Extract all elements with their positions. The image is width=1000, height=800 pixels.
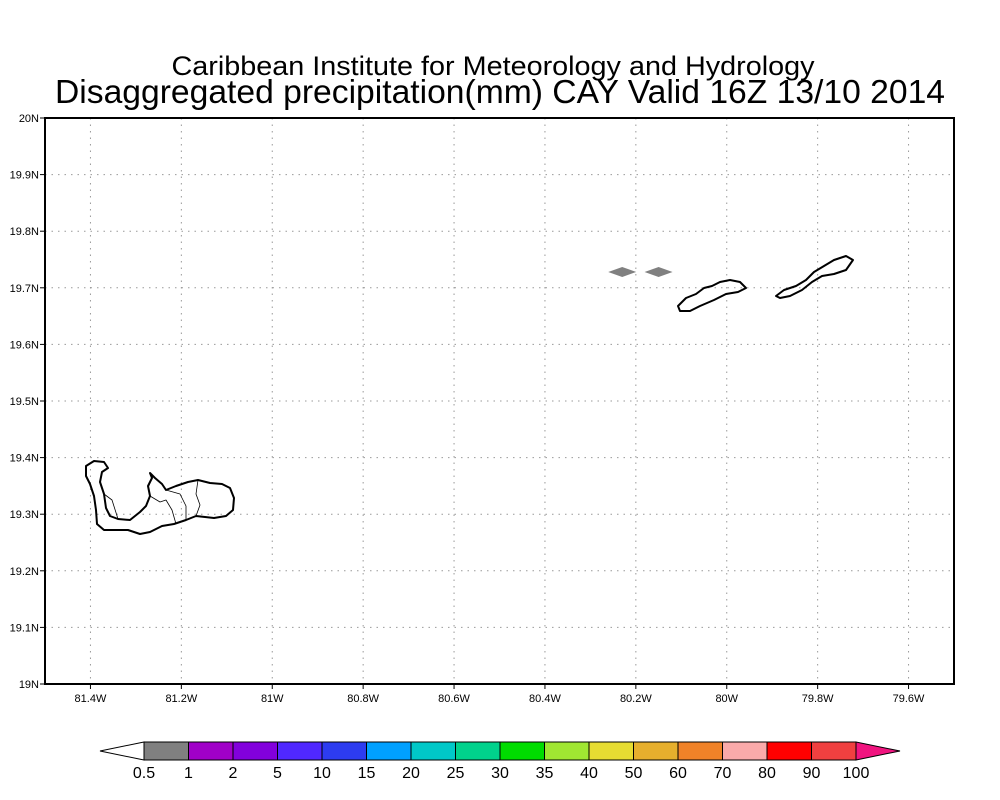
lon-tick-label: 81.2W — [165, 693, 197, 705]
lat-tick-label: 19.8N — [10, 226, 39, 238]
lon-tick-label: 79.6W — [893, 693, 925, 705]
colorbar-low-arrow — [99, 741, 145, 761]
lon-tick-label: 81.4W — [75, 693, 107, 705]
colorbar-swatch — [143, 741, 189, 761]
axis-tick-labels: 81.4W 81.2W 81W 80.8W 80.6W 80.4W 80.2W 80W 79.8… — [10, 113, 925, 705]
precip-cell — [608, 266, 637, 277]
colorbar-label: 5 — [273, 765, 282, 782]
lon-tick-label: 80.6W — [438, 693, 470, 705]
cayman-brac-outline — [775, 255, 854, 299]
lon-tick-label: 79.8W — [802, 693, 834, 705]
colorbar-swatch — [321, 741, 367, 761]
lon-tick-label: 80.2W — [620, 693, 652, 705]
lon-tick-label: 80W — [715, 693, 738, 705]
coastlines — [85, 255, 854, 535]
colorbar-label: 25 — [447, 765, 465, 782]
colorbar-label: 15 — [358, 765, 376, 782]
colorbar-high-arrow — [855, 741, 901, 761]
colorbar-label: 10 — [313, 765, 331, 782]
lat-tick-label: 19.4N — [10, 453, 39, 465]
lat-tick-label: 19N — [19, 679, 39, 691]
colorbar-label: 1 — [184, 765, 193, 782]
colorbar-label: 20 — [402, 765, 420, 782]
colorbar-swatch — [455, 741, 501, 761]
lon-tick-label: 80.4W — [529, 693, 561, 705]
colorbar-swatch — [366, 741, 412, 761]
colorbar-swatch — [722, 741, 768, 761]
lat-tick-label: 19.5N — [10, 396, 39, 408]
colorbar-label: 30 — [491, 765, 509, 782]
colorbar-swatch — [633, 741, 679, 761]
colorbar-swatch — [588, 741, 634, 761]
colorbar-label: 50 — [625, 765, 643, 782]
colorbar-swatch — [766, 741, 812, 761]
little-cayman-outline — [677, 279, 747, 312]
lat-tick-label: 19.1N — [10, 622, 39, 634]
grand-cayman-districts — [103, 477, 201, 525]
colorbar-swatch — [232, 741, 278, 761]
colorbar-swatch — [277, 741, 323, 761]
lon-tick-label: 80.8W — [347, 693, 379, 705]
colorbar-label: 90 — [803, 765, 821, 782]
lat-tick-label: 19.3N — [10, 509, 39, 521]
colorbar: 0.5 1 2 5 10 15 20 25 30 35 40 50 60 70 80 90 100 — [99, 741, 901, 782]
lon-tick-label: 81W — [261, 693, 284, 705]
colorbar-label: 80 — [758, 765, 776, 782]
colorbar-swatch — [188, 741, 234, 761]
lat-tick-label: 19.9N — [10, 170, 39, 182]
colorbar-swatch — [677, 741, 723, 761]
colorbar-label: 40 — [580, 765, 598, 782]
lat-tick-label: 20N — [19, 113, 39, 125]
colorbar-label: 2 — [229, 765, 238, 782]
colorbar-label: 70 — [714, 765, 732, 782]
colorbar-label: 35 — [536, 765, 554, 782]
title-line-2: Disaggregated precipitation(mm) CAY Vali… — [55, 73, 945, 110]
precipitation-cells — [608, 266, 673, 277]
colorbar-swatch — [499, 741, 545, 761]
colorbar-label: 60 — [669, 765, 687, 782]
precip-cell — [644, 266, 673, 277]
lat-tick-label: 19.6N — [10, 339, 39, 351]
lat-tick-label: 19.7N — [10, 283, 39, 295]
colorbar-swatch — [811, 741, 857, 761]
colorbar-label: 0.5 — [133, 765, 155, 782]
title-line-1: Caribbean Institute for Meteorology and … — [172, 51, 816, 81]
lat-tick-label: 19.2N — [10, 566, 39, 578]
colorbar-swatch — [544, 741, 590, 761]
colorbar-label: 100 — [843, 765, 870, 782]
colorbar-swatch — [410, 741, 456, 761]
grid-lines — [45, 118, 954, 684]
